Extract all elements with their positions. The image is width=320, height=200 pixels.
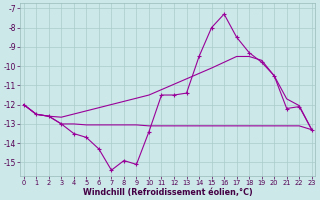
X-axis label: Windchill (Refroidissement éolien,°C): Windchill (Refroidissement éolien,°C): [83, 188, 252, 197]
